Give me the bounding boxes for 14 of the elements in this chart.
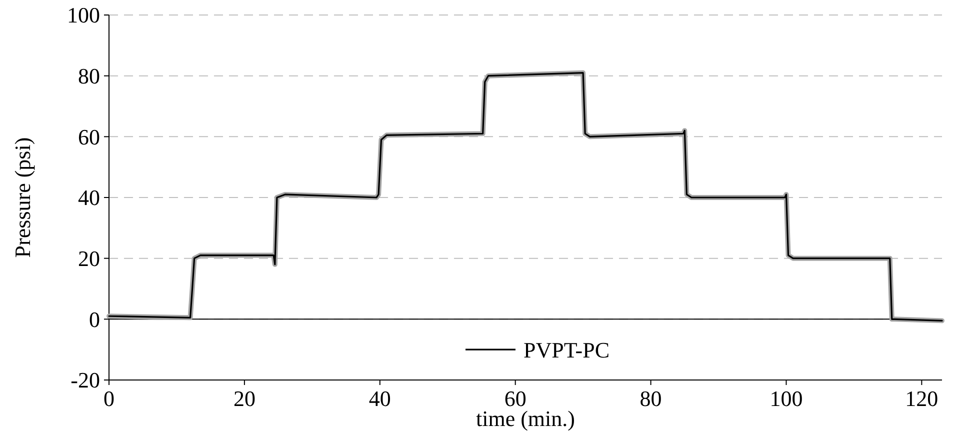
y-tick-label: -20 (70, 368, 100, 393)
x-tick-label: 120 (905, 386, 938, 411)
legend-label: PVPT-PC (524, 337, 610, 362)
y-tick-label: 20 (78, 246, 100, 272)
x-tick-label: 80 (640, 386, 662, 411)
y-axis-title: Pressure (psi) (10, 137, 35, 258)
y-tick-label: 0 (89, 306, 100, 332)
x-tick-label: 20 (233, 386, 256, 411)
y-tick-label: 80 (78, 64, 100, 89)
y-tick-label: 60 (78, 124, 100, 150)
x-tick-label: 40 (368, 386, 391, 411)
y-tick-label: 40 (78, 185, 100, 210)
x-tick-label: 100 (770, 386, 803, 411)
y-tick-label: 100 (67, 2, 100, 28)
